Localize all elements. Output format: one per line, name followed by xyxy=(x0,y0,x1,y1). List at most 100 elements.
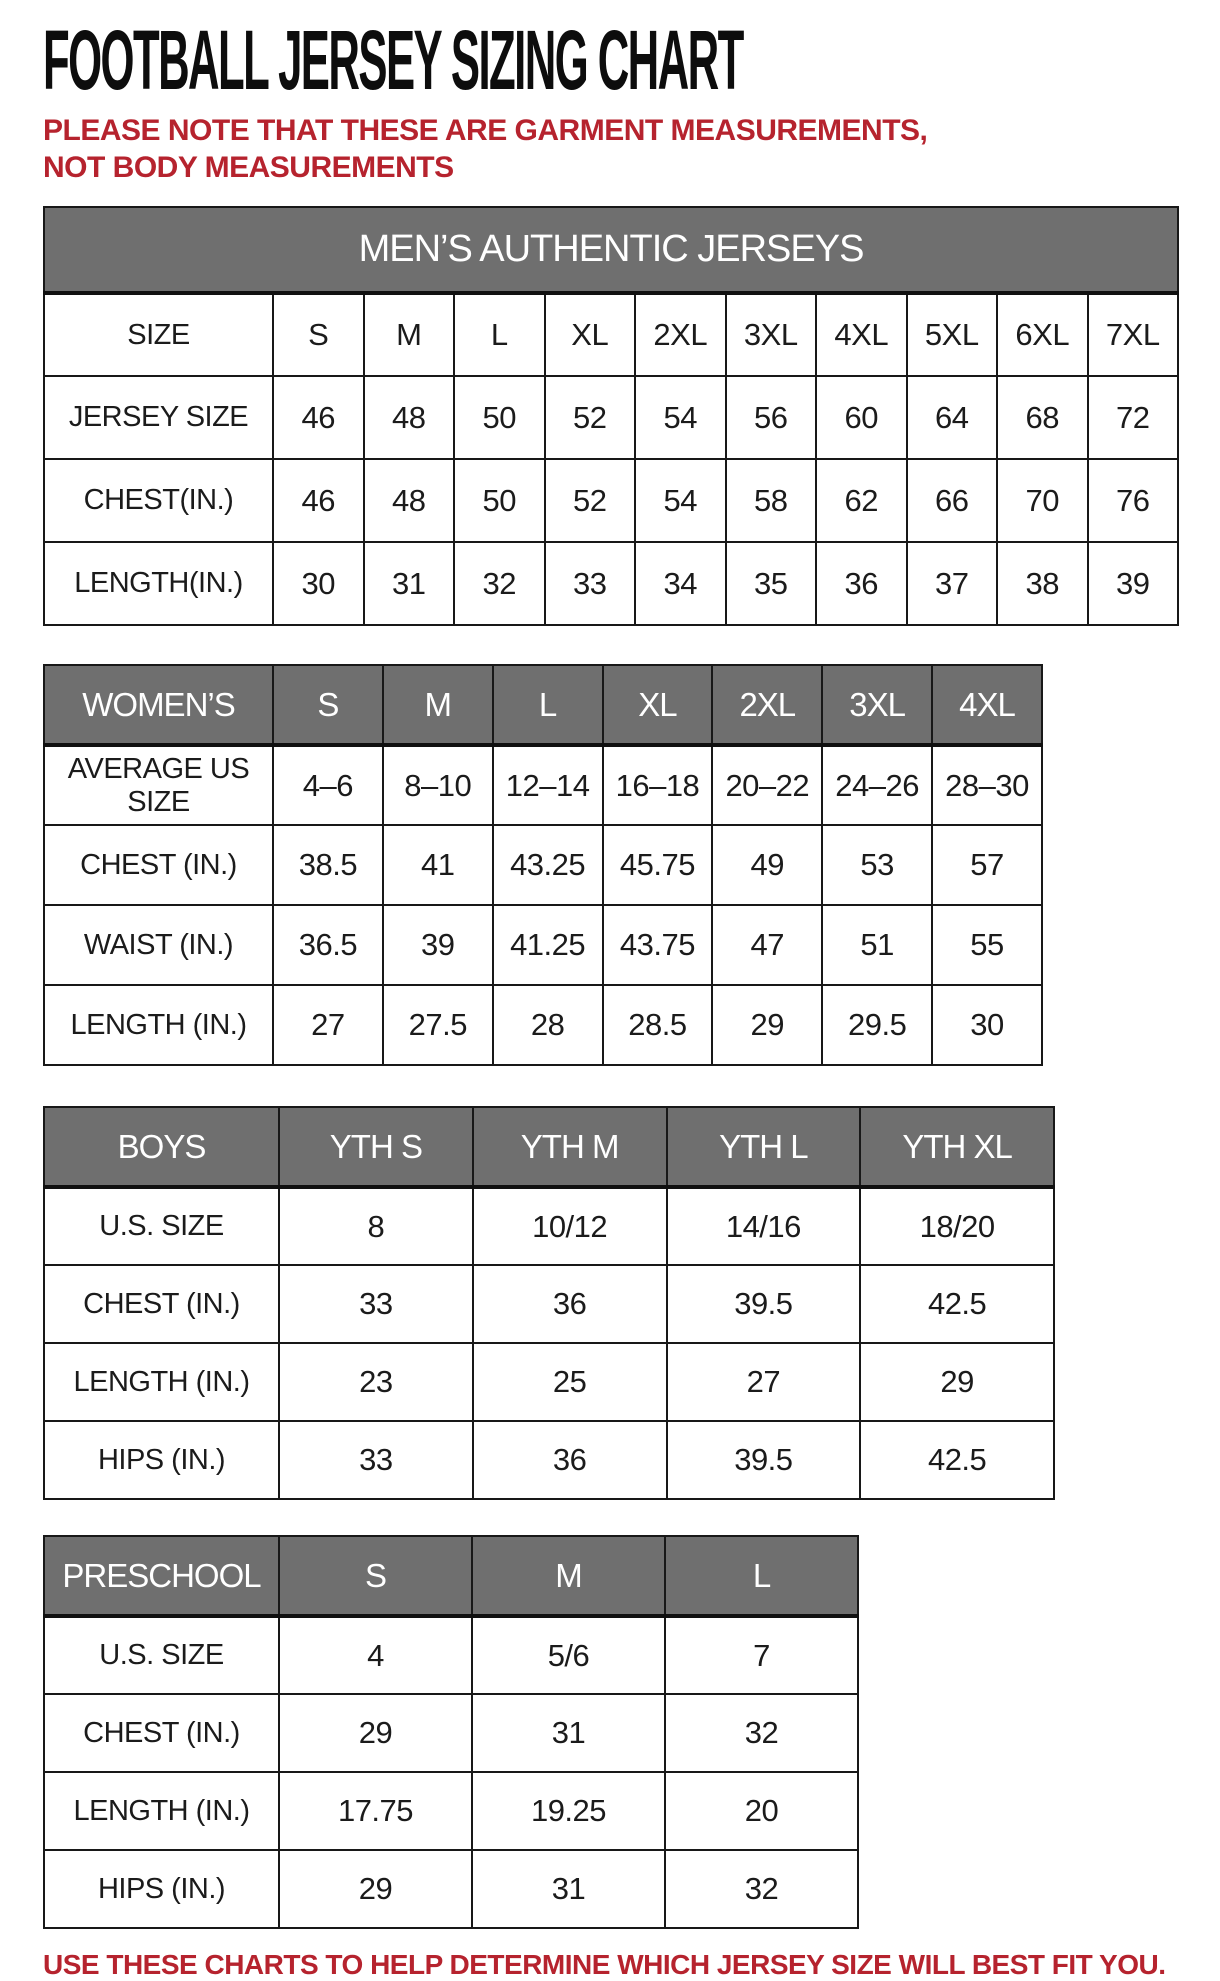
value-cell: 42.5 xyxy=(859,1264,1055,1344)
value-cell: XL xyxy=(543,292,636,377)
row-label: WAIST (IN.) xyxy=(43,904,274,986)
value-cell: 33 xyxy=(543,541,636,626)
value-cell: 52 xyxy=(543,375,636,460)
value-cell: 37 xyxy=(905,541,998,626)
value-cell: 39 xyxy=(381,904,494,986)
value-cell: 28.5 xyxy=(601,984,714,1066)
row-label: U.S. SIZE xyxy=(43,1615,280,1695)
table-row: LENGTH(IN.) 30 31 32 33 34 35 36 37 38 39 xyxy=(43,541,1179,626)
table-row: WAIST (IN.) 36.5 39 41.25 43.75 47 51 55 xyxy=(43,904,1043,986)
table-row: HIPS (IN.) 33 36 39.5 42.5 xyxy=(43,1420,1055,1500)
value-cell: 17.75 xyxy=(278,1771,473,1851)
value-cell: 27.5 xyxy=(381,984,494,1066)
value-cell: 41.25 xyxy=(491,904,604,986)
column-header: YTH L xyxy=(665,1106,862,1189)
row-label: U.S. SIZE xyxy=(43,1186,280,1266)
row-label: LENGTH (IN.) xyxy=(43,984,274,1066)
value-cell: 43.75 xyxy=(601,904,714,986)
value-cell: 34 xyxy=(634,541,727,626)
value-cell: 20–22 xyxy=(711,744,824,826)
row-label: LENGTH(IN.) xyxy=(43,541,274,626)
value-cell: 24–26 xyxy=(821,744,934,826)
value-cell: 64 xyxy=(905,375,998,460)
row-label: AVERAGE US SIZE xyxy=(43,744,274,826)
value-cell: 58 xyxy=(724,458,817,543)
value-cell: 35 xyxy=(724,541,817,626)
column-header: XL xyxy=(601,664,714,747)
value-cell: 48 xyxy=(362,458,455,543)
value-cell: 56 xyxy=(724,375,817,460)
value-cell: 32 xyxy=(453,541,546,626)
table-row: CHEST (IN.) 38.5 41 43.25 45.75 49 53 57 xyxy=(43,824,1043,906)
value-cell: 25 xyxy=(471,1342,668,1422)
row-label: LENGTH (IN.) xyxy=(43,1342,280,1422)
value-cell: 31 xyxy=(362,541,455,626)
value-cell: 55 xyxy=(931,904,1043,986)
value-cell: 62 xyxy=(815,458,908,543)
column-header: 3XL xyxy=(821,664,934,747)
value-cell: 38.5 xyxy=(272,824,384,906)
value-cell: 51 xyxy=(821,904,934,986)
row-label: SIZE xyxy=(43,292,274,377)
value-cell: 4XL xyxy=(815,292,908,377)
table-header-row: BOYS YTH S YTH M YTH L YTH XL xyxy=(43,1106,1055,1189)
table-row: SIZE S M L XL 2XL 3XL 4XL 5XL 6XL 7XL xyxy=(43,292,1179,377)
value-cell: 42.5 xyxy=(859,1420,1055,1500)
value-cell: 53 xyxy=(821,824,934,906)
column-header: L xyxy=(664,1535,859,1618)
value-cell: L xyxy=(453,292,546,377)
value-cell: 32 xyxy=(664,1693,859,1773)
value-cell: 30 xyxy=(931,984,1043,1066)
value-cell: M xyxy=(362,292,455,377)
value-cell: 76 xyxy=(1086,458,1179,543)
value-cell: 45.75 xyxy=(601,824,714,906)
value-cell: 19.25 xyxy=(471,1771,666,1851)
value-cell: 29.5 xyxy=(821,984,934,1066)
value-cell: 2XL xyxy=(634,292,727,377)
value-cell: 8 xyxy=(278,1186,474,1266)
row-label: HIPS (IN.) xyxy=(43,1420,280,1500)
table-header-label: BOYS xyxy=(43,1106,280,1189)
value-cell: 27 xyxy=(272,984,384,1066)
table-row: LENGTH (IN.) 23 25 27 29 xyxy=(43,1342,1055,1422)
value-cell: 48 xyxy=(362,375,455,460)
value-cell: 12–14 xyxy=(491,744,604,826)
table-banner-row: MEN’S AUTHENTIC JERSEYS xyxy=(43,206,1179,295)
table-row: U.S. SIZE 8 10/12 14/16 18/20 xyxy=(43,1186,1055,1266)
value-cell: 29 xyxy=(859,1342,1055,1422)
value-cell: 60 xyxy=(815,375,908,460)
value-cell: 31 xyxy=(471,1693,666,1773)
value-cell: 29 xyxy=(711,984,824,1066)
value-cell: 36 xyxy=(471,1264,668,1344)
value-cell: 36 xyxy=(815,541,908,626)
row-label: HIPS (IN.) xyxy=(43,1849,280,1929)
value-cell: 52 xyxy=(543,458,636,543)
value-cell: S xyxy=(272,292,365,377)
table-header-label: WOMEN’S xyxy=(43,664,274,747)
value-cell: 27 xyxy=(665,1342,862,1422)
table-row: LENGTH (IN.) 27 27.5 28 28.5 29 29.5 30 xyxy=(43,984,1043,1066)
row-label: CHEST (IN.) xyxy=(43,1693,280,1773)
row-label: CHEST (IN.) xyxy=(43,1264,280,1344)
column-header: YTH XL xyxy=(859,1106,1055,1189)
value-cell: 70 xyxy=(996,458,1089,543)
value-cell: 28–30 xyxy=(931,744,1043,826)
garment-measurements-note: PLEASE NOTE THAT THESE ARE GARMENT MEASU… xyxy=(43,114,928,184)
mens-authentic-jerseys-table: MEN’S AUTHENTIC JERSEYS SIZE S M L XL 2XL 3XL 4X… xyxy=(43,206,1179,626)
value-cell: 32 xyxy=(664,1849,859,1929)
value-cell: 20 xyxy=(664,1771,859,1851)
value-cell: 36.5 xyxy=(272,904,384,986)
value-cell: 36 xyxy=(471,1420,668,1500)
value-cell: 31 xyxy=(471,1849,666,1929)
womens-sizing-table: WOMEN’S S M L XL 2XL 3XL 4XL AVERAGE US SIZE 4–6 8… xyxy=(43,664,1043,1066)
column-header: YTH S xyxy=(278,1106,474,1189)
value-cell: 72 xyxy=(1086,375,1179,460)
value-cell: 33 xyxy=(278,1420,474,1500)
preschool-sizing-table: PRESCHOOL S M L U.S. SIZE 4 5/6 7 CHEST (IN.) 29 3… xyxy=(43,1535,859,1929)
table-row: JERSEY SIZE 46 48 50 52 54 56 60 64 68 72 xyxy=(43,375,1179,460)
value-cell: 41 xyxy=(381,824,494,906)
table-row: U.S. SIZE 4 5/6 7 xyxy=(43,1615,859,1695)
value-cell: 16–18 xyxy=(601,744,714,826)
value-cell: 5/6 xyxy=(471,1615,666,1695)
value-cell: 7XL xyxy=(1086,292,1179,377)
